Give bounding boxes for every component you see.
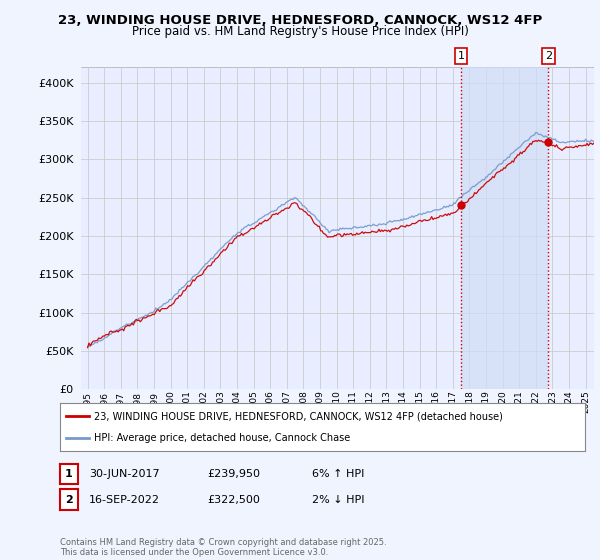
Text: £239,950: £239,950 <box>207 469 260 479</box>
Text: HPI: Average price, detached house, Cannock Chase: HPI: Average price, detached house, Cann… <box>94 433 350 443</box>
Text: 23, WINDING HOUSE DRIVE, HEDNESFORD, CANNOCK, WS12 4FP (detached house): 23, WINDING HOUSE DRIVE, HEDNESFORD, CAN… <box>94 411 503 421</box>
Text: 16-SEP-2022: 16-SEP-2022 <box>89 494 160 505</box>
Bar <box>461 67 548 389</box>
Text: £322,500: £322,500 <box>207 494 260 505</box>
Text: 30-JUN-2017: 30-JUN-2017 <box>89 469 160 479</box>
Text: 2% ↓ HPI: 2% ↓ HPI <box>312 494 365 505</box>
Text: Price paid vs. HM Land Registry's House Price Index (HPI): Price paid vs. HM Land Registry's House … <box>131 25 469 38</box>
Text: 2: 2 <box>65 494 73 505</box>
Text: 2: 2 <box>545 51 552 61</box>
Text: 1: 1 <box>65 469 73 479</box>
Text: 23, WINDING HOUSE DRIVE, HEDNESFORD, CANNOCK, WS12 4FP: 23, WINDING HOUSE DRIVE, HEDNESFORD, CAN… <box>58 14 542 27</box>
Text: Contains HM Land Registry data © Crown copyright and database right 2025.
This d: Contains HM Land Registry data © Crown c… <box>60 538 386 557</box>
Text: 1: 1 <box>458 51 464 61</box>
Text: 6% ↑ HPI: 6% ↑ HPI <box>312 469 364 479</box>
